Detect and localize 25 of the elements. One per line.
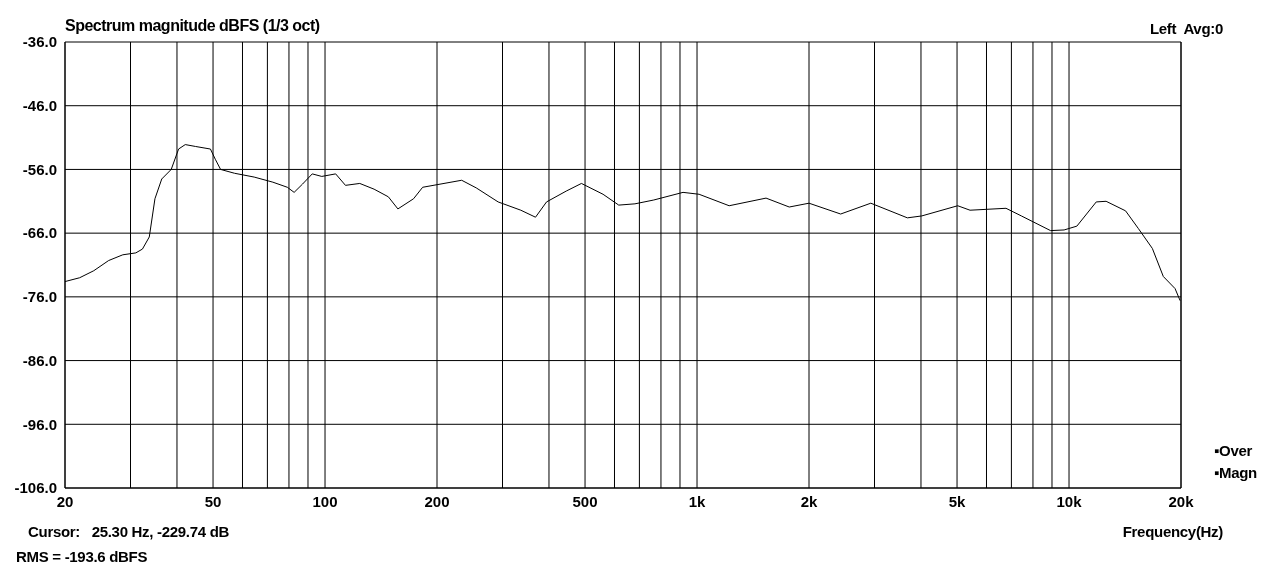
y-tick-label: -56.0 [22,160,57,178]
x-tick-label: 10k [1056,492,1083,510]
text: RMS = -193.6 dBFS [16,548,148,565]
y-tick-label: -96.0 [22,415,57,433]
y-tick-label: -86.0 [22,351,57,369]
y-tick-label: -66.0 [22,224,57,242]
x-tick-label: 200 [424,492,450,510]
text: Cursor: 25.30 Hz, -229.74 dB [28,523,230,540]
x-tick-label: 5k [948,492,967,510]
y-tick-label: -106.0 [14,479,57,497]
x-tick-label: 500 [572,492,598,510]
text: Left Avg:0 [1149,20,1223,37]
chart-title: Spectrum magnitude dBFS (1/3 oct) [65,17,320,35]
x-axis-title: Frequency(Hz) [1122,523,1223,540]
text: ▪Magn [1214,464,1257,481]
x-tick-label: 50 [204,492,222,510]
x-tick-label: 1k [688,492,707,510]
x-tick-label: 100 [312,492,338,510]
x-tick-label: 20k [1168,492,1195,510]
y-tick-label: -46.0 [22,97,57,115]
x-tick-label: 20 [56,492,74,510]
x-tick-label: 2k [800,492,818,510]
y-tick-label: -76.0 [22,288,57,306]
y-tick-label: -36.0 [22,33,57,51]
text: ▪Over [1214,442,1253,459]
